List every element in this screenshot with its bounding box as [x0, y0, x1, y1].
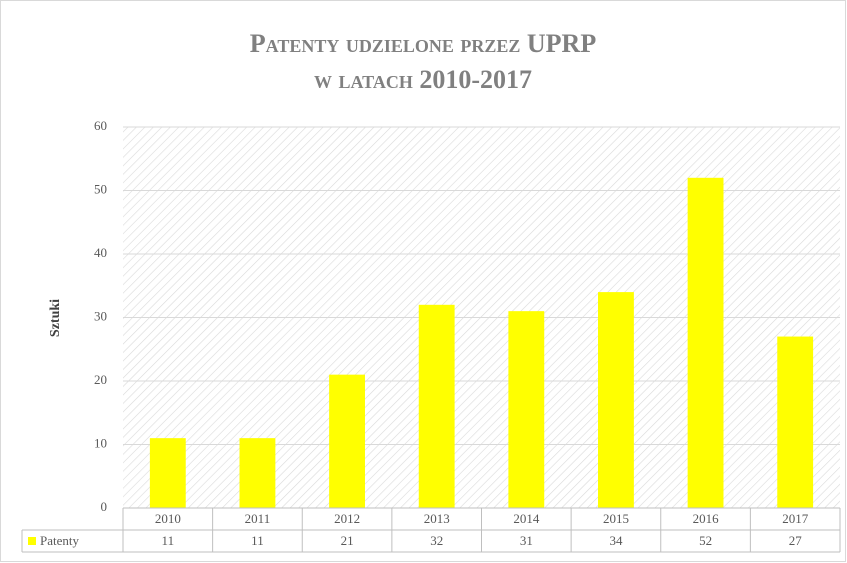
y-tick-label: 40	[94, 245, 107, 260]
bar	[239, 438, 276, 508]
x-tick-label: 2014	[513, 511, 540, 526]
bar	[508, 311, 545, 508]
y-tick-label: 30	[94, 308, 107, 323]
y-axis-title: Sztuki	[48, 299, 63, 337]
table-value: 11	[251, 533, 264, 548]
table-value: 11	[162, 533, 175, 548]
y-tick-label: 60	[94, 118, 107, 133]
bar	[418, 304, 455, 508]
x-tick-label: 2016	[693, 511, 720, 526]
y-tick-label: 0	[101, 499, 108, 514]
x-tick-label: 2013	[424, 511, 450, 526]
bar	[687, 177, 724, 509]
x-tick-label: 2012	[334, 511, 360, 526]
table-value: 34	[609, 533, 623, 548]
x-tick-label: 2015	[603, 511, 629, 526]
table-value: 27	[789, 533, 803, 548]
bar	[598, 292, 634, 508]
table-value: 52	[699, 533, 712, 548]
y-tick-label: 50	[94, 181, 107, 196]
table-value: 32	[430, 533, 443, 548]
table-value: 31	[520, 533, 533, 548]
chart-title: w latach 2010-2017	[314, 65, 532, 94]
bar	[329, 374, 365, 508]
bar	[149, 438, 186, 508]
x-tick-label: 2011	[245, 511, 271, 526]
y-tick-label: 10	[94, 435, 107, 450]
legend-key	[28, 537, 36, 545]
chart-title: Patenty udzielone przez UPRP	[250, 29, 597, 58]
bar	[777, 336, 814, 508]
y-tick-label: 20	[94, 372, 107, 387]
table-value: 21	[341, 533, 354, 548]
x-tick-label: 2010	[155, 511, 181, 526]
legend-label: Patenty	[40, 533, 79, 548]
x-tick-label: 2017	[782, 511, 809, 526]
